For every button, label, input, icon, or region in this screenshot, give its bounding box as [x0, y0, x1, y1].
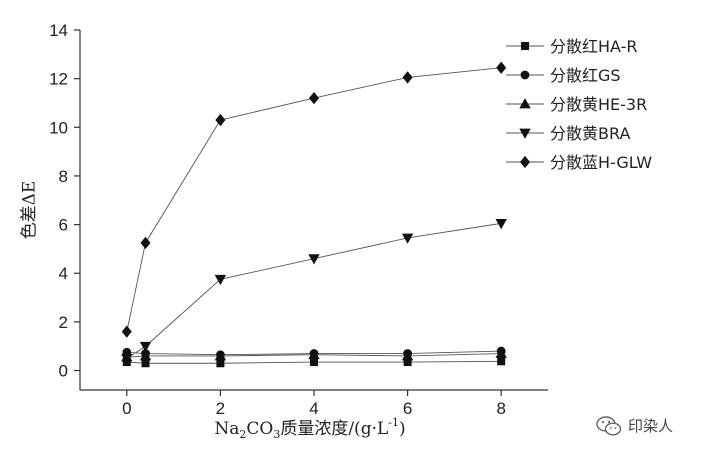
watermark-text: 印染人	[628, 417, 674, 435]
series-4	[121, 218, 507, 365]
data-point	[121, 325, 132, 338]
y-tick-label: 0	[59, 362, 68, 381]
legend-label: 分散红HA-R	[550, 37, 638, 56]
x-axis-title-sub: 2	[239, 428, 246, 441]
data-point	[216, 359, 225, 368]
axes	[79, 30, 548, 391]
series-group	[121, 61, 507, 368]
data-point	[496, 61, 507, 74]
data-point	[401, 350, 414, 361]
data-point	[121, 353, 133, 365]
data-point	[215, 113, 226, 127]
series-5	[121, 61, 507, 338]
data-point	[497, 357, 506, 366]
y-tick-label: 14	[49, 21, 68, 40]
data-point	[308, 91, 320, 105]
y-tick-label: 2	[59, 313, 68, 332]
x-tick-label: 8	[496, 399, 505, 418]
x-axis-title-sub3: 3	[273, 428, 280, 441]
x-axis-title-unit: 质量浓度/(g·L	[280, 419, 388, 439]
data-point	[214, 350, 227, 361]
series-line	[126, 67, 502, 332]
data-point	[309, 358, 318, 367]
legend-marker	[519, 128, 531, 139]
series-line	[126, 222, 502, 359]
wechat-icon	[596, 415, 622, 436]
data-point	[495, 347, 507, 358]
legend-label: 分散黄HE-3R	[550, 95, 647, 114]
legend-item: 分散红GS	[506, 66, 621, 85]
data-point	[401, 233, 414, 244]
legend-item: 分散红HA-R	[506, 37, 638, 56]
x-axis-title: Na2CO3质量浓度/(g·L-1)	[214, 416, 405, 441]
legend-item: 分散黄HE-3R	[506, 95, 647, 114]
data-point	[495, 218, 507, 230]
legend-marker	[519, 98, 531, 109]
data-point	[141, 359, 150, 368]
data-point	[214, 274, 227, 286]
x-ticks: 0 2 4 6 8	[122, 390, 506, 418]
legend-marker	[519, 155, 531, 169]
data-point	[140, 236, 151, 249]
x-tick-label: 4	[309, 399, 318, 418]
y-tick-label: 8	[59, 167, 68, 186]
legend: 分散红HA-R 分散红GS 分散黄HE-3R 分散黄BRA 分散蓝H-GLW	[506, 37, 652, 172]
y-tick-label: 6	[59, 216, 68, 235]
data-point	[139, 350, 152, 361]
legend-label: 分散蓝H-GLW	[550, 153, 652, 172]
y-tick-label: 4	[59, 264, 68, 283]
legend-marker	[521, 42, 530, 51]
x-tick-label: 0	[122, 399, 131, 418]
data-point	[402, 71, 413, 84]
y-tick-label: 12	[49, 70, 68, 89]
y-tick-label: 10	[49, 118, 68, 137]
data-point	[308, 348, 320, 360]
x-axis-title-sup: -1	[388, 416, 399, 429]
data-point	[308, 254, 320, 265]
x-axis-title-close: )	[399, 419, 406, 439]
y-axis-title: 色差ΔE	[20, 181, 40, 240]
legend-item: 分散黄BRA	[506, 124, 630, 143]
legend-item: 分散蓝H-GLW	[506, 153, 652, 172]
watermark: 印染人	[596, 415, 673, 436]
x-tick-label: 6	[403, 399, 412, 418]
legend-label: 分散黄BRA	[550, 124, 630, 143]
x-axis-title-na: Na	[214, 419, 239, 439]
x-axis-title-co: CO	[246, 419, 273, 439]
y-ticks: 0 2 4 6 8 10 12 14	[49, 21, 80, 381]
legend-label: 分散红GS	[550, 66, 621, 85]
x-tick-label: 2	[216, 399, 225, 418]
legend-marker	[520, 70, 530, 80]
data-point	[139, 341, 152, 353]
